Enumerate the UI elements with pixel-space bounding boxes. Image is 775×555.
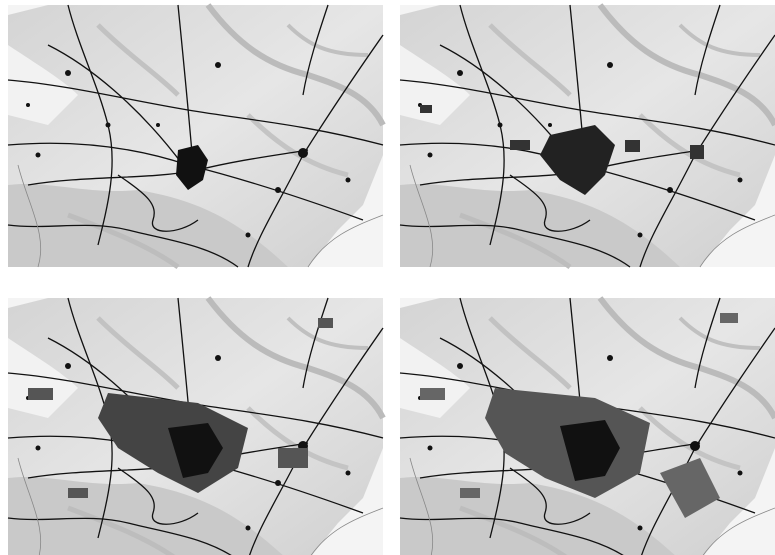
map-panel-1: [8, 5, 383, 267]
terrain: [8, 5, 383, 267]
map-panel-2: [400, 5, 775, 267]
map-panel-3: [8, 298, 383, 555]
page: [0, 0, 775, 555]
map-figure: [0, 0, 775, 555]
map-panel-4: [400, 298, 775, 555]
